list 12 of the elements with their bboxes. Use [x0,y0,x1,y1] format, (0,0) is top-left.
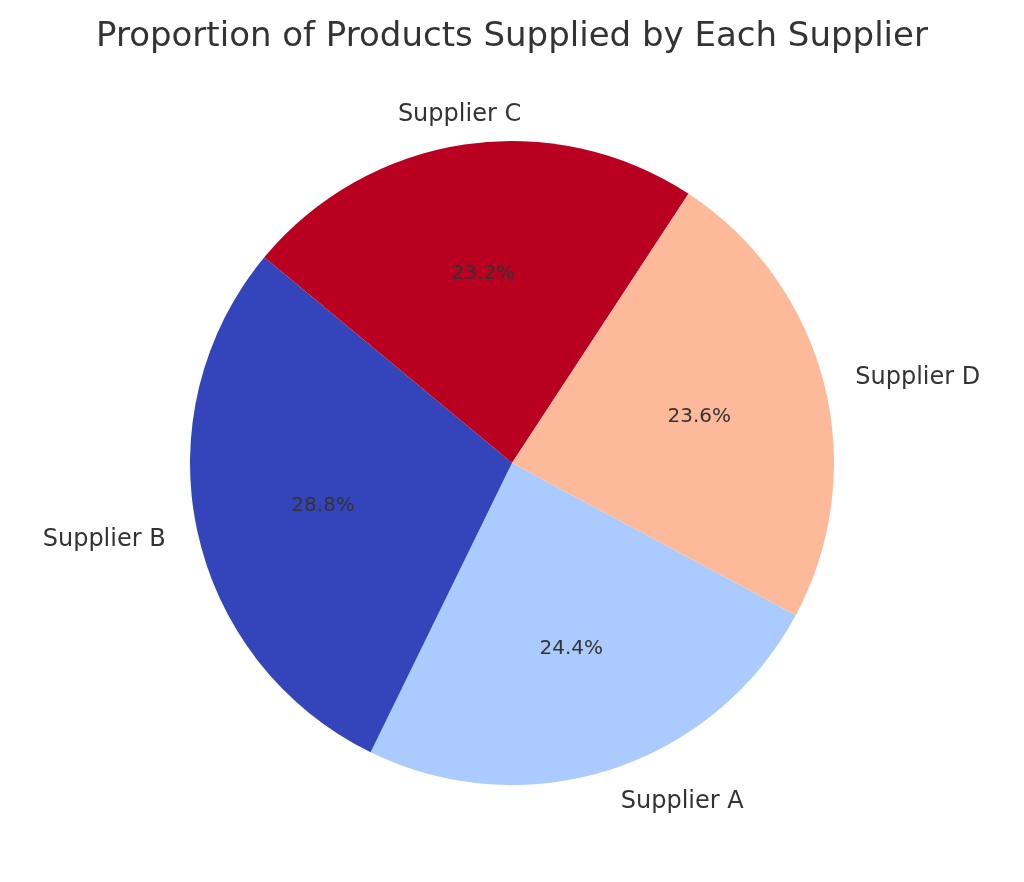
data-label: 23.2% [451,259,516,284]
data-label: 23.6% [667,403,731,428]
chart-title: Proportion of Products Supplied by Each Supplier [96,14,928,54]
pie-slice [512,193,834,616]
pie-slice [190,257,512,753]
slice-label: Supplier D [855,362,981,391]
slice-label: Supplier B [42,523,166,552]
pie-slice [370,463,796,785]
slice-label: Supplier C [397,99,522,128]
data-label: 28.8% [291,491,355,516]
data-label: 24.4% [539,634,604,659]
slice-label: Supplier A [620,786,745,815]
